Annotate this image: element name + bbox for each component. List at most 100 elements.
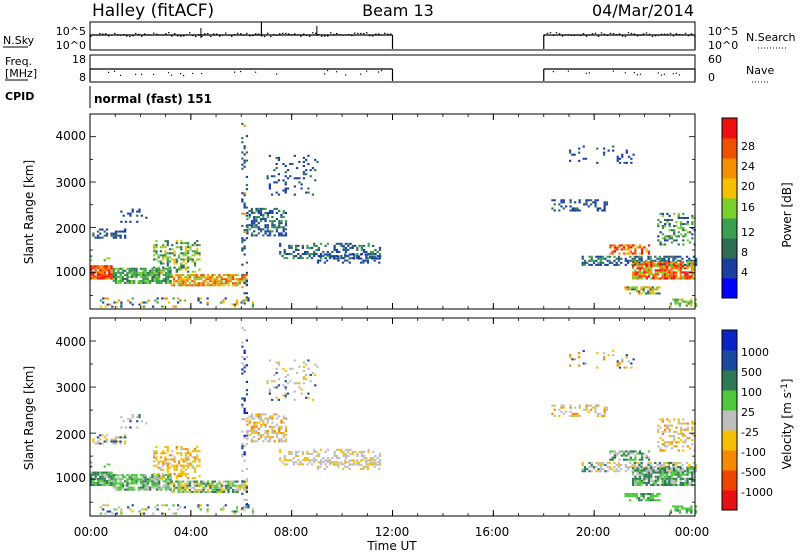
velocity-cell — [108, 510, 112, 513]
velocity-cell — [353, 450, 357, 453]
power-cell — [241, 141, 244, 144]
power-cell — [153, 270, 156, 273]
power-cell — [142, 269, 145, 272]
velocity-cell — [253, 421, 256, 424]
velocity-cell — [658, 499, 661, 502]
noise-sample — [90, 35, 92, 37]
velocity-cell — [196, 458, 199, 461]
nave-sample — [234, 71, 236, 73]
velocity-cell — [363, 454, 366, 458]
power-cell — [641, 275, 644, 278]
power-cell — [101, 269, 104, 272]
velocity-cell — [187, 448, 190, 451]
velocity-cell — [146, 480, 149, 483]
velocity-cell — [607, 354, 610, 357]
velocity-cell — [360, 454, 364, 458]
velocity-cell — [621, 360, 624, 363]
velocity-cell — [636, 461, 639, 464]
velocity-cell — [241, 405, 244, 408]
velocity-cell — [366, 465, 370, 468]
power-cell — [686, 231, 689, 234]
velocity-cell — [197, 504, 200, 507]
power-cell — [659, 212, 662, 215]
velocity-cell — [195, 488, 198, 491]
power-cell — [631, 267, 635, 270]
power-cell — [250, 211, 254, 214]
velocity-cell — [676, 505, 679, 508]
power-cell — [638, 263, 642, 266]
velocity-cell — [124, 488, 127, 491]
velocity-cell — [275, 371, 278, 374]
noise-right-tick-bottom: 10^0 — [708, 39, 738, 52]
power-cell — [677, 265, 680, 268]
power-cell — [638, 290, 641, 293]
velocity-cell — [187, 462, 190, 465]
power-cell — [374, 248, 377, 251]
power-cell — [250, 207, 254, 210]
nave-sample — [192, 72, 194, 75]
velocity-cell — [625, 454, 628, 457]
power-cell — [681, 277, 685, 280]
velocity-cell — [124, 440, 127, 443]
power-cell — [673, 212, 676, 215]
power-cell — [114, 236, 118, 239]
power-cell — [250, 234, 254, 237]
velocity-cell — [340, 463, 343, 466]
velocity-cell — [99, 471, 102, 474]
noise-sample — [597, 35, 600, 37]
velocity-cell — [675, 471, 678, 474]
power-cell — [624, 263, 627, 266]
noise-left-tick-bottom: 10^0 — [56, 39, 86, 52]
noise-sample — [687, 35, 690, 37]
power-cell — [251, 305, 255, 308]
power-cell — [641, 248, 644, 251]
power-cell — [679, 227, 683, 230]
power-cell — [621, 155, 624, 158]
velocity-cell — [654, 475, 657, 478]
power-cell — [114, 232, 118, 235]
velocity-cell — [640, 492, 643, 496]
power-cell — [670, 273, 673, 276]
velocity-cell — [206, 508, 209, 511]
velocity-cell — [677, 422, 680, 425]
velocity-cell — [146, 484, 149, 487]
velocity-cell — [679, 475, 682, 478]
power-cell — [347, 255, 350, 258]
power-cell — [166, 262, 169, 265]
power-cell — [634, 269, 637, 272]
velocity-cell — [651, 466, 655, 469]
velocity-cell — [656, 479, 660, 482]
power-cell — [222, 301, 225, 304]
velocity-cell — [663, 466, 666, 469]
power-cell — [302, 165, 306, 168]
velocity-cell — [259, 419, 263, 422]
power-cell — [378, 261, 381, 264]
power-cell — [677, 267, 680, 270]
velocity-cell — [271, 415, 274, 418]
velocity-cell — [146, 478, 149, 481]
power-cell — [649, 255, 652, 258]
velocity-cell — [666, 473, 669, 476]
power-cell — [692, 255, 695, 258]
velocity-cell — [679, 471, 682, 474]
freq-panel: Freq. [MHz] 18 8 60 0 Nave — [5, 53, 774, 84]
power-cell — [172, 305, 175, 308]
power-cell — [293, 177, 296, 180]
velocity-cell — [136, 416, 139, 419]
power-cell — [641, 252, 644, 255]
power-cell — [144, 279, 147, 283]
velocity-cell — [173, 472, 176, 476]
velocity-cell — [581, 468, 584, 471]
power-cell — [153, 244, 156, 247]
velocity-cell — [94, 483, 97, 487]
power-cell — [115, 301, 118, 304]
velocity-cell — [325, 459, 329, 462]
power-cell — [675, 225, 678, 228]
power-cell — [658, 286, 661, 289]
power-cell — [642, 286, 645, 289]
velocity-cell — [688, 470, 691, 473]
velocity-cell — [629, 466, 632, 469]
power-cell — [633, 259, 637, 262]
velocity-cell — [271, 425, 274, 428]
velocity-cell — [666, 426, 669, 429]
